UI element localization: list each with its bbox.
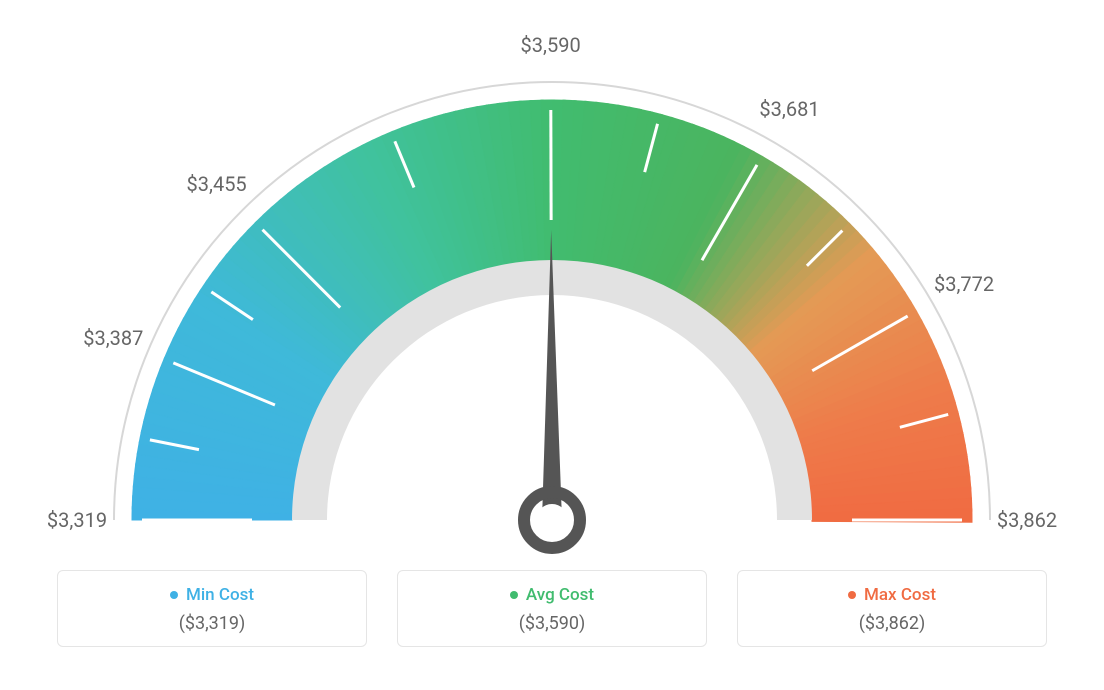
legend-max-title: Max Cost [738,585,1046,605]
dot-icon [170,591,178,599]
legend-avg: Avg Cost ($3,590) [397,570,707,647]
legend-max-label: Max Cost [864,585,936,605]
legend-avg-label: Avg Cost [526,585,594,605]
legend-min: Min Cost ($3,319) [57,570,367,647]
gauge-tick-label: $3,455 [187,172,247,196]
legend-max: Max Cost ($3,862) [737,570,1047,647]
legend-min-title: Min Cost [58,585,366,605]
cost-gauge-widget: $3,319 $3,387 $3,455 $3,590 $3,681 $3,772 $3,8… [0,0,1104,690]
legend-min-value: ($3,319) [58,613,366,634]
legend-max-value: ($3,862) [738,613,1046,634]
gauge-tick-label: $3,387 [83,326,143,350]
dot-icon [510,591,518,599]
gauge-tick-label: $3,862 [997,508,1057,532]
legend-min-label: Min Cost [186,585,254,605]
gauge-area: $3,319 $3,387 $3,455 $3,590 $3,681 $3,772 $3,8… [0,0,1104,560]
gauge-tick-label: $3,772 [934,272,994,296]
gauge-tick-label: $3,681 [759,97,819,121]
dot-icon [848,591,856,599]
legend-row: Min Cost ($3,319) Avg Cost ($3,590) Max … [0,570,1104,647]
legend-avg-title: Avg Cost [398,585,706,605]
legend-avg-value: ($3,590) [398,613,706,634]
gauge-tick-label: $3,319 [47,508,107,532]
gauge-tick-label: $3,590 [521,33,581,57]
